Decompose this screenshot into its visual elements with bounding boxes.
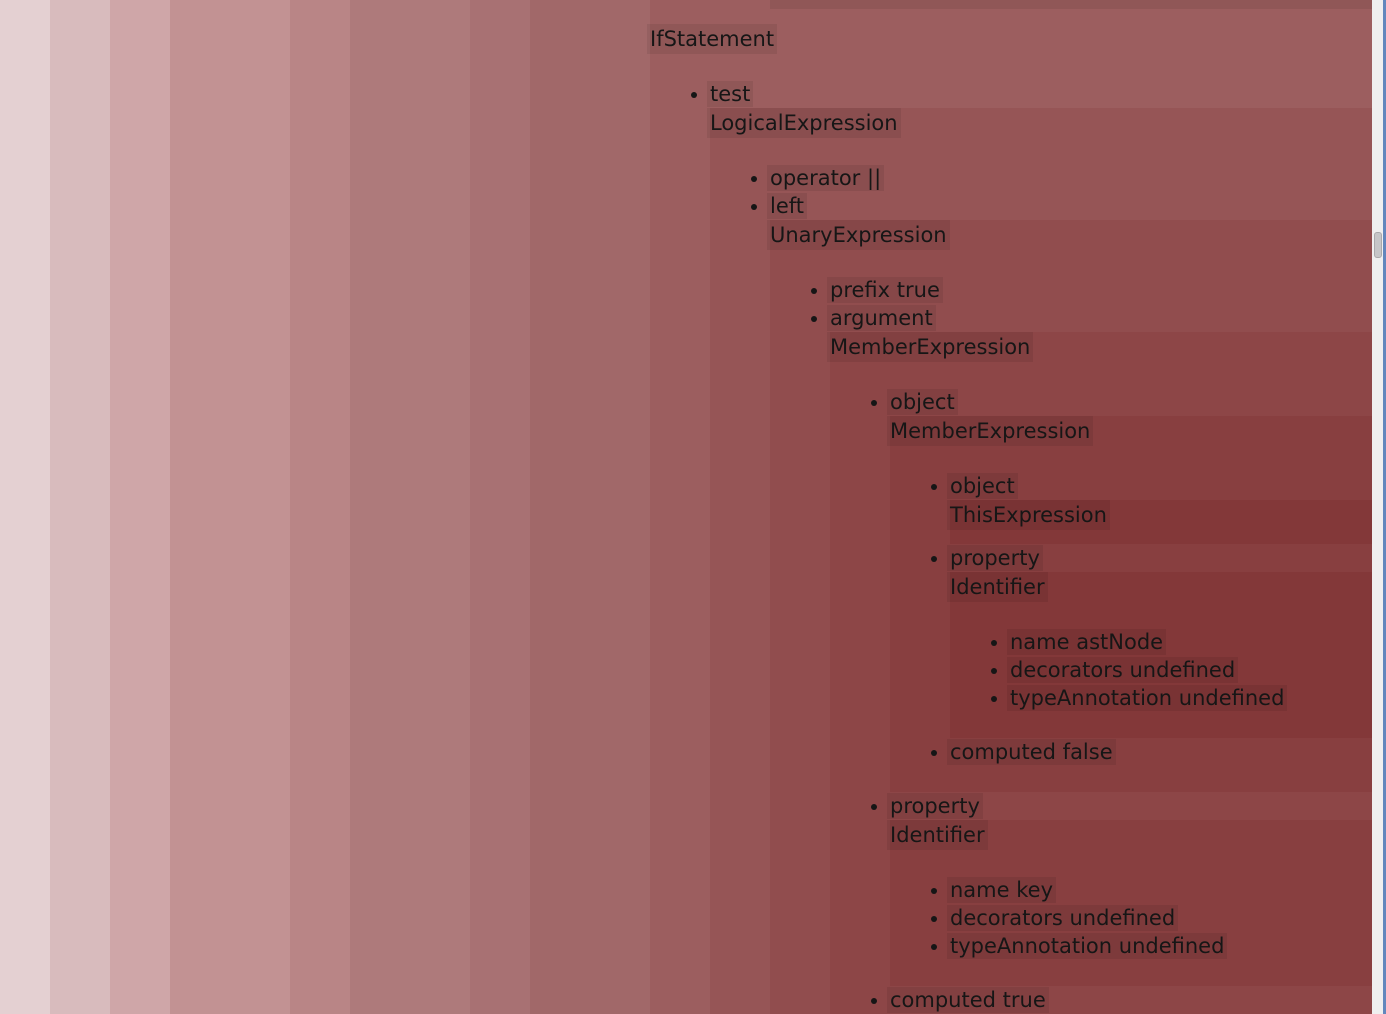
property-key-value[interactable]: typeAnnotation undefined [947, 933, 1228, 959]
property-list: operator || left UnaryExpression prefix [710, 138, 1372, 1014]
property-item-type-annotation: typeAnnotation undefined [947, 932, 1372, 960]
property-value: undefined [1129, 658, 1236, 682]
property-value: undefined [1069, 906, 1176, 930]
property-item-prefix: prefix true [827, 276, 1372, 304]
property-key: decorators [1010, 658, 1123, 682]
ast-node-member-expression-outer: MemberExpression object MemberEx [827, 332, 1372, 1014]
property-item-test: test LogicalExpression operator || left [707, 80, 1372, 1014]
ast-node-logical-expression: LogicalExpression operator || left Unary… [707, 108, 1372, 1014]
property-key-value[interactable]: computed false [947, 739, 1116, 765]
property-value: astNode [1076, 630, 1164, 654]
property-key: operator [770, 166, 861, 190]
property-key: name [1010, 630, 1070, 654]
property-list: prefix true argument MemberExpression [770, 250, 1372, 1014]
property-value: false [1062, 740, 1113, 764]
ast-node-identifier-astnode: Identifier name astNode [947, 572, 1372, 738]
property-key[interactable]: object [887, 389, 958, 415]
property-item-computed: computed false [947, 738, 1372, 766]
node-type-label[interactable]: MemberExpression [887, 416, 1094, 446]
partial-highlight-above-viewport [770, 0, 1372, 9]
property-key: name [950, 878, 1010, 902]
property-list: object MemberExpression [830, 362, 1372, 1014]
property-list: name key decorators undefined [890, 850, 1372, 986]
node-type-label[interactable]: Identifier [887, 820, 988, 850]
ast-node-member-expression-inner: MemberExpression object [887, 416, 1372, 792]
property-item-property: property Identifier [887, 792, 1372, 986]
property-key[interactable]: argument [827, 305, 936, 331]
property-value: true [1002, 988, 1046, 1012]
property-item-name: name key [947, 876, 1372, 904]
node-type-label[interactable]: IfStatement [647, 24, 778, 54]
node-type-label[interactable]: UnaryExpression [767, 220, 950, 250]
property-value: || [867, 166, 882, 190]
property-value: key [1016, 878, 1054, 902]
property-list: name astNode decorators undefined [950, 602, 1372, 738]
property-key-value[interactable]: typeAnnotation undefined [1007, 685, 1288, 711]
property-list: object ThisExpression [890, 446, 1372, 792]
node-type-label[interactable]: LogicalExpression [707, 108, 901, 138]
property-key-value[interactable]: prefix true [827, 277, 943, 303]
property-value: undefined [1178, 686, 1285, 710]
property-item-decorators: decorators undefined [947, 904, 1372, 932]
scrollbar-thumb[interactable] [1374, 232, 1382, 258]
ast-tree-content: IfStatement test LogicalExpression opera… [647, 0, 1372, 1014]
property-item-property: property Identifier [947, 544, 1372, 738]
property-key-value[interactable]: decorators undefined [947, 905, 1179, 931]
node-type-label[interactable]: ThisExpression [947, 500, 1110, 530]
property-key[interactable]: test [707, 81, 754, 107]
property-item-operator: operator || [767, 164, 1372, 192]
property-key: computed [890, 988, 996, 1012]
property-key: typeAnnotation [950, 934, 1113, 958]
property-key-value[interactable]: operator || [767, 165, 885, 191]
ast-node-this-expression: ThisExpression [947, 500, 1372, 544]
property-key: prefix [830, 278, 891, 302]
property-item-argument: argument MemberExpression object [827, 304, 1372, 1014]
property-value: true [896, 278, 940, 302]
ast-node-identifier-key: Identifier name key [887, 820, 1372, 986]
property-item-left: left UnaryExpression prefix true [767, 192, 1372, 1014]
property-key[interactable]: property [887, 793, 983, 819]
node-type-label[interactable]: Identifier [947, 572, 1048, 602]
property-key[interactable]: property [947, 545, 1043, 571]
ast-node-if-statement: IfStatement test LogicalExpression opera… [647, 0, 1372, 1014]
property-item-type-annotation: typeAnnotation undefined [1007, 684, 1372, 712]
property-item-name: name astNode [1007, 628, 1372, 656]
window-edge-line [1383, 0, 1386, 1014]
property-key-value[interactable]: name astNode [1007, 629, 1167, 655]
scrollbar-track[interactable] [1372, 0, 1383, 1014]
property-key-value[interactable]: computed true [887, 987, 1049, 1013]
property-value: undefined [1118, 934, 1225, 958]
property-key: typeAnnotation [1010, 686, 1173, 710]
property-key: decorators [950, 906, 1063, 930]
property-item-object: object ThisExpression [947, 472, 1372, 544]
property-list: test LogicalExpression operator || left [650, 54, 1372, 1014]
property-item-computed: computed true [887, 986, 1372, 1014]
property-key[interactable]: object [947, 473, 1018, 499]
ast-node-unary-expression: UnaryExpression prefix true argument [767, 220, 1372, 1014]
property-item-decorators: decorators undefined [1007, 656, 1372, 684]
property-key-value[interactable]: name key [947, 877, 1057, 903]
property-key: computed [950, 740, 1056, 764]
node-type-label[interactable]: MemberExpression [827, 332, 1034, 362]
property-item-object: object MemberExpression [887, 388, 1372, 792]
property-key-value[interactable]: decorators undefined [1007, 657, 1239, 683]
property-key[interactable]: left [767, 193, 808, 219]
